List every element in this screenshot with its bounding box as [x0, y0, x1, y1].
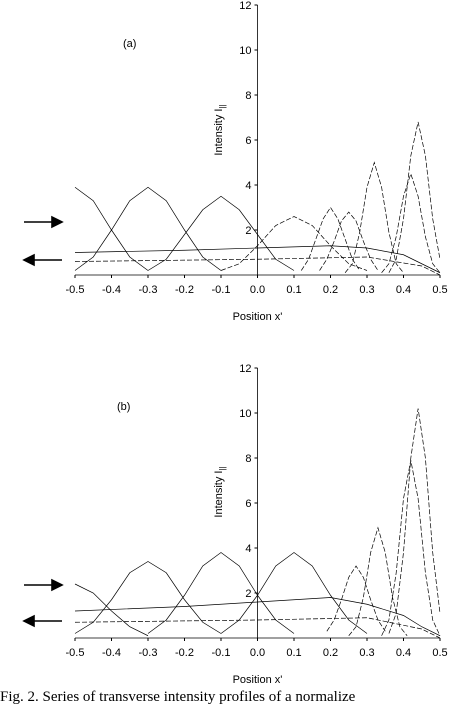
profile-curve	[381, 460, 441, 636]
profile-curve	[388, 408, 441, 634]
y-tick-label: 12	[239, 0, 251, 12]
x-tick-label: 0.2	[323, 647, 338, 659]
profile-curve	[326, 565, 386, 632]
x-axis-label: Position x'	[233, 674, 283, 686]
x-tick-label: 0.4	[396, 647, 411, 659]
x-tick-label: 0.1	[286, 647, 301, 659]
profile-curve	[74, 561, 222, 634]
x-tick-label: -0.1	[212, 284, 231, 296]
x-tick-label: 0.5	[432, 647, 447, 659]
x-tick-label: -0.3	[139, 284, 158, 296]
y-tick-label: 10	[239, 45, 251, 57]
x-tick-label: -0.5	[66, 284, 85, 296]
y-tick-label: 2	[245, 588, 251, 600]
profile-curve	[74, 617, 441, 639]
profile-curve	[74, 583, 149, 637]
y-axis-label-sub: ||	[218, 466, 227, 470]
y-tick-label: 4	[245, 180, 251, 192]
profile-curve	[147, 195, 295, 271]
y-tick-label: 2	[245, 225, 251, 237]
caption: Fig. 2. Series of transverse intensity p…	[0, 689, 356, 705]
profile-curve	[381, 172, 441, 273]
y-axis-label-text: Intensity I	[213, 109, 225, 156]
profile-curve	[301, 206, 360, 271]
x-tick-label: -0.5	[66, 647, 85, 659]
x-tick-label: 0.5	[432, 284, 447, 296]
profile-curve	[348, 526, 408, 636]
x-axis-label: Position x'	[233, 311, 283, 323]
profile-curve	[74, 256, 441, 276]
x-tick-label: -0.3	[139, 647, 158, 659]
profile-curve	[74, 245, 441, 274]
profile-curve	[220, 216, 368, 271]
profile-curve	[74, 186, 222, 271]
x-tick-label: 0.2	[323, 284, 338, 296]
y-axis-label-sub: ||	[218, 104, 227, 108]
x-tick-label: -0.4	[102, 284, 121, 296]
profile-curve	[220, 552, 368, 634]
profile-curve	[74, 597, 441, 637]
x-tick-label: -0.1	[212, 647, 231, 659]
x-tick-label: 0.4	[396, 284, 411, 296]
profile-curve	[147, 552, 295, 634]
y-tick-label: 8	[245, 90, 251, 102]
y-axis-label: Intensity I||	[213, 466, 227, 517]
arrows	[22, 215, 64, 628]
y-tick-label: 4	[245, 543, 251, 555]
y-tick-label: 8	[245, 453, 251, 465]
profile-curve	[344, 161, 404, 273]
y-tick-label: 6	[245, 498, 251, 510]
y-axis-label-text: Intensity I	[213, 471, 225, 518]
x-tick-label: -0.2	[175, 647, 194, 659]
x-tick-label: 0.3	[359, 647, 374, 659]
panel-label: (a)	[123, 38, 136, 50]
y-tick-label: 6	[245, 135, 251, 147]
panel-label: (b)	[117, 401, 130, 413]
x-tick-label: -0.2	[175, 284, 194, 296]
x-tick-label: 0.0	[250, 284, 265, 296]
profile-curve	[74, 186, 149, 271]
y-tick-label: 10	[239, 408, 251, 420]
y-tick-label: 12	[239, 363, 251, 375]
profile-curve	[388, 121, 441, 273]
x-tick-label: 0.1	[286, 284, 301, 296]
x-tick-label: 0.0	[250, 647, 265, 659]
x-tick-label: -0.4	[102, 647, 121, 659]
x-tick-label: 0.3	[359, 284, 374, 296]
profile-curve	[319, 211, 379, 271]
y-axis-label: Intensity I||	[213, 104, 227, 155]
